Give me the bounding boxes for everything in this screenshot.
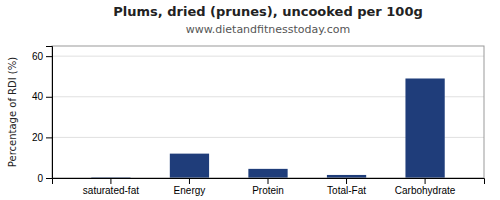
x-axis: saturated-fat Energy Protein Total-Fat Carbo… <box>53 178 485 196</box>
grid <box>52 56 484 178</box>
tick-mark <box>189 178 190 184</box>
tick-label: Carbohydrate <box>395 185 456 196</box>
tick: Total-Fat <box>327 178 366 196</box>
plot-area: saturated-fat Energy Protein Total-Fat Carbo… <box>32 46 485 196</box>
tick: Energy <box>174 178 206 196</box>
chart: Plums, dried (prunes), uncooked per 100g… <box>0 0 500 200</box>
tick-label: Total-Fat <box>327 185 366 196</box>
grid-line <box>52 56 484 57</box>
bar <box>405 78 444 178</box>
subtitle: www.dietandfitnesstoday.com <box>186 23 350 36</box>
tick: saturated-fat <box>83 178 139 196</box>
tick: Carbohydrate <box>395 178 456 196</box>
tick-label: 0 <box>37 173 43 184</box>
tick-mark <box>46 178 52 179</box>
title: Plums, dried (prunes), uncooked per 100g <box>113 4 422 19</box>
tick-mark <box>110 178 111 184</box>
tick-mark <box>346 178 347 184</box>
y-axis-title: Percentage of RDI (%) <box>7 57 18 167</box>
tick-mark <box>46 137 52 138</box>
bar <box>248 169 287 178</box>
axis-line <box>46 47 53 179</box>
y-axis: 0 20 40 60 <box>32 47 53 184</box>
tick: 60 <box>32 51 52 62</box>
tick-mark <box>46 97 52 98</box>
tick-label: 60 <box>32 51 44 62</box>
tick-label: Energy <box>174 185 206 196</box>
tick-label: 40 <box>32 91 44 102</box>
plot-frame <box>52 46 484 178</box>
tick: 20 <box>32 132 52 143</box>
tick-mark <box>425 178 426 184</box>
tick-label: Protein <box>252 185 284 196</box>
bar <box>170 154 209 178</box>
tick-mark <box>268 178 269 184</box>
tick-label: saturated-fat <box>83 185 139 196</box>
axis-line <box>53 179 485 185</box>
tick: 0 <box>37 173 52 184</box>
bars <box>91 78 444 178</box>
tick: 40 <box>32 91 52 102</box>
tick-label: 20 <box>32 132 44 143</box>
tick: Protein <box>252 178 284 196</box>
tick-mark <box>46 56 52 57</box>
